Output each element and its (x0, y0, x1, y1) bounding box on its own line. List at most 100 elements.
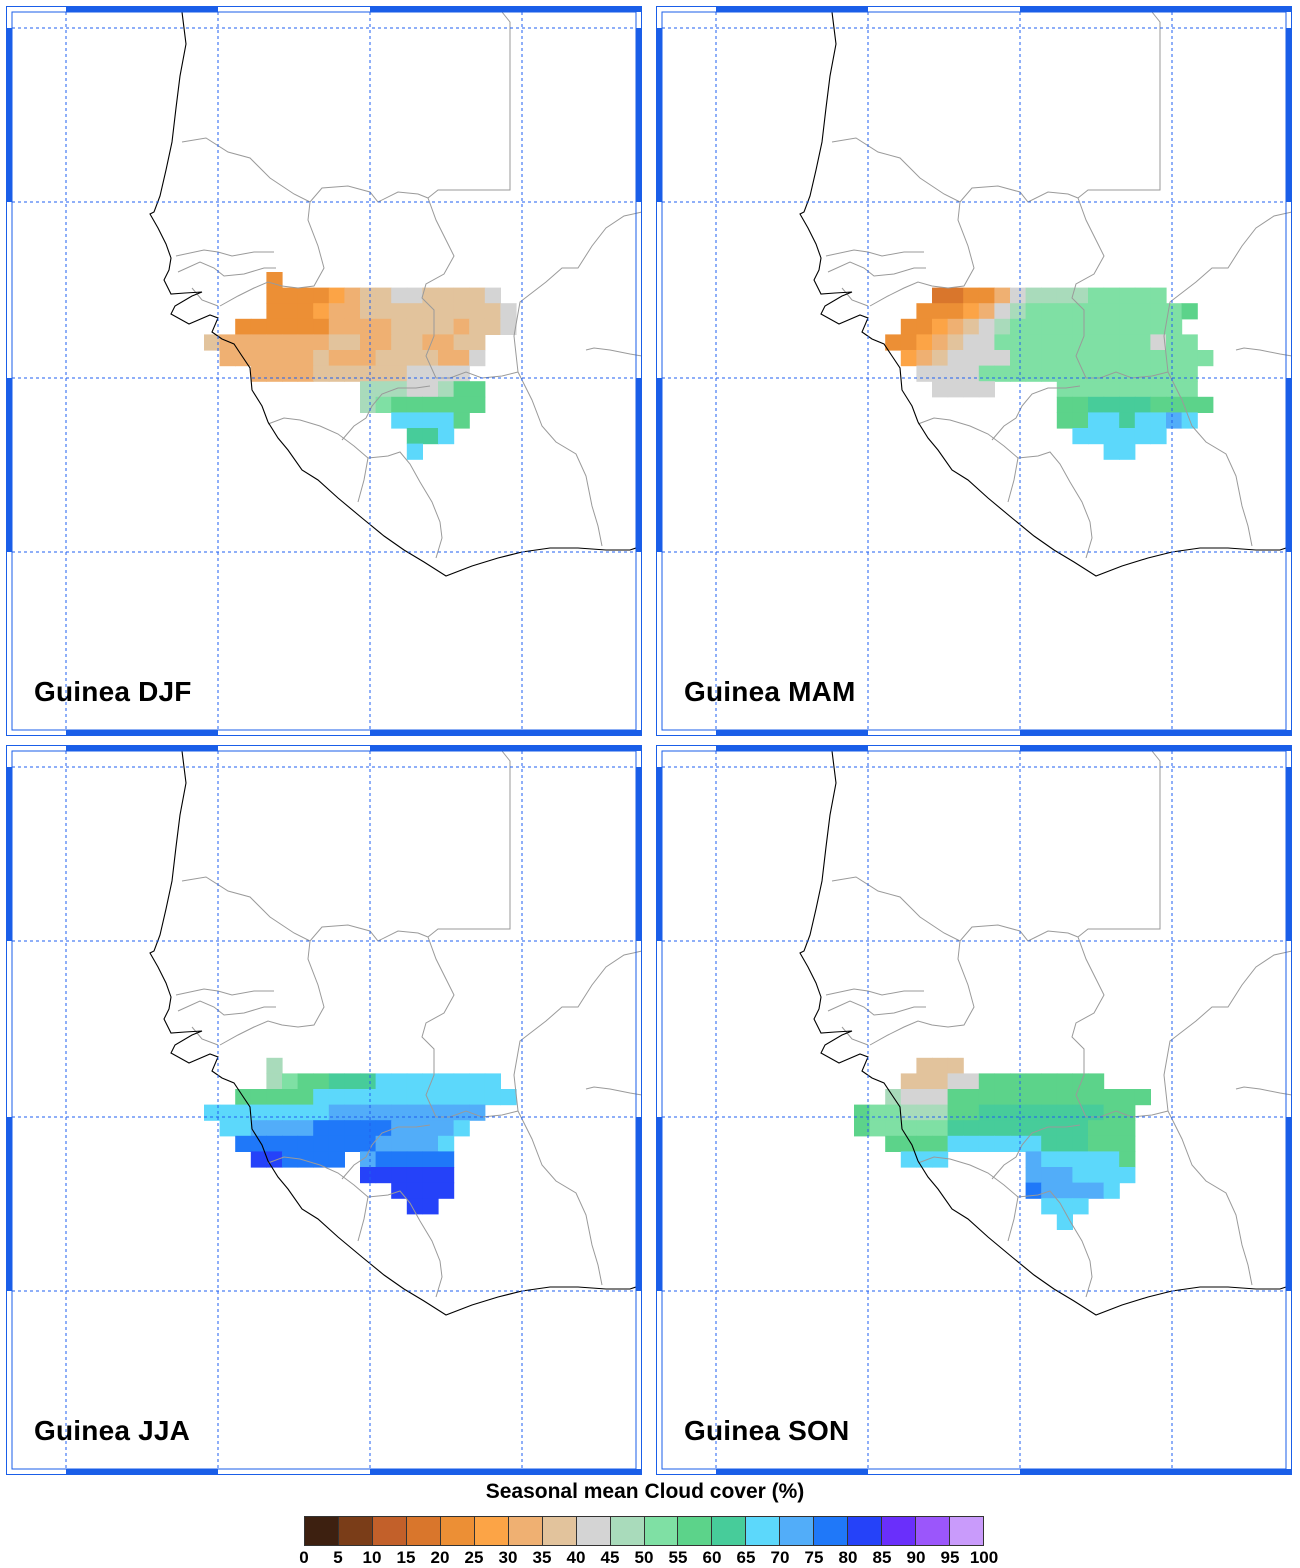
cloud-cover-cell (422, 287, 439, 304)
lat-lon-gridlines (662, 12, 1286, 730)
cloud-cover-cell (266, 1120, 283, 1137)
country-border (367, 451, 443, 559)
cloud-cover-cell (994, 1120, 1011, 1137)
cloud-cover-cell (978, 303, 995, 320)
cloud-cover-cell (391, 365, 408, 382)
cloud-cover-cell (1088, 334, 1105, 351)
colorbar-box (916, 1517, 951, 1545)
cloud-cover-cells (854, 1057, 1151, 1230)
cloud-cover-cell (1119, 318, 1136, 335)
cloud-cover-cell (1103, 1182, 1120, 1199)
cloud-cover-cell (328, 318, 345, 335)
cloud-cover-cell (1010, 303, 1027, 320)
cloud-cover-cell (963, 287, 980, 304)
cloud-cover-cell (406, 334, 423, 351)
country-border (917, 1156, 1019, 1198)
cloud-cover-cell (438, 1104, 455, 1121)
cloud-cover-cell (344, 287, 361, 304)
cloud-cover-cell (250, 1151, 267, 1168)
cloud-cover-cell (1119, 350, 1136, 367)
cloud-cover-cell (1041, 1073, 1058, 1090)
map-canvas-son (656, 745, 1292, 1475)
cloud-cover-cell (266, 365, 283, 382)
cloud-cover-cell (1119, 1167, 1136, 1184)
map-panel-mam: Guinea MAM (656, 6, 1292, 736)
cloud-cover-cell (1088, 1089, 1105, 1106)
cloud-cover-cell (947, 287, 964, 304)
cloud-cover-cell (469, 1089, 486, 1106)
cloud-cover-cell (978, 334, 995, 351)
cloud-cover-cell (916, 334, 933, 351)
cloud-cover-cell (484, 303, 501, 320)
colorbar-tick-label: 0 (299, 1548, 309, 1567)
cloud-cover-cell (422, 318, 439, 335)
cloud-cover-cell (453, 381, 470, 398)
cloud-cover-cell (235, 318, 252, 335)
cloud-cover-cell (900, 1151, 917, 1168)
cloud-cover-cell (344, 318, 361, 335)
colorbar-tick-label: 60 (702, 1548, 722, 1567)
cloud-cover-cell (438, 318, 455, 335)
cloud-cover-cell (947, 1073, 964, 1090)
colorbar-box (712, 1517, 747, 1545)
cloud-cover-cell (1056, 1167, 1073, 1184)
country-border (825, 988, 924, 996)
cloud-cover-cell (1119, 396, 1136, 413)
cloud-cover-cell (500, 303, 517, 320)
cloud-cover-cell (1056, 396, 1073, 413)
cloud-cover-cell (1010, 1135, 1027, 1152)
cloud-cover-cell (1088, 1182, 1105, 1199)
cloud-cover-cell (344, 1073, 361, 1090)
coastline (149, 750, 642, 1316)
colorbar-box (610, 1517, 645, 1545)
cloud-cover-cell (1088, 350, 1105, 367)
cloud-cover-cell (916, 1135, 933, 1152)
cloud-cover-cell (266, 1089, 283, 1106)
cloud-cover-cell (1025, 350, 1042, 367)
cloud-cover-cell (1181, 381, 1198, 398)
cloud-cover-cell (1088, 1151, 1105, 1168)
colorbar-box (338, 1517, 373, 1545)
cloud-cover-cell (869, 1104, 886, 1121)
cloud-cover-cell (1056, 318, 1073, 335)
cloud-cover-cell (453, 334, 470, 351)
cloud-cover-cell (947, 318, 964, 335)
cloud-cover-cell (1041, 1104, 1058, 1121)
cloud-cover-cell (1025, 365, 1042, 382)
cloud-cover-cell (1103, 443, 1120, 460)
cloud-cover-cell (422, 1104, 439, 1121)
cloud-cover-cell (1119, 303, 1136, 320)
cloud-cover-cell (313, 334, 330, 351)
cloud-cover-cell (344, 334, 361, 351)
country-border (827, 1000, 926, 1016)
cloud-cover-cell (932, 1104, 949, 1121)
cloud-cover-cell (947, 334, 964, 351)
cloud-cover-cell (963, 381, 980, 398)
coastline (799, 750, 1292, 1316)
cloud-cover-cell (994, 1073, 1011, 1090)
cloud-cover-cell (947, 365, 964, 382)
cloud-cover-cell (313, 1135, 330, 1152)
cloud-cover-cell (1025, 1135, 1042, 1152)
cloud-cover-cell (1056, 1151, 1073, 1168)
country-border (869, 201, 975, 307)
cloud-cover-cell (453, 396, 470, 413)
cloud-cover-cell (994, 318, 1011, 335)
cloud-cover-cell (947, 1104, 964, 1121)
country-border (267, 1156, 369, 1198)
cloud-cover-cell (328, 1120, 345, 1137)
cloud-cover-cell (360, 1104, 377, 1121)
map-panel-djf: Guinea DJF (6, 6, 642, 736)
country-border (1235, 1086, 1292, 1096)
cloud-cover-cell (1041, 318, 1058, 335)
cloud-cover-cell (1197, 396, 1214, 413)
cloud-cover-cell (328, 287, 345, 304)
cloud-cover-cell (1088, 396, 1105, 413)
cloud-cover-cell (1150, 303, 1167, 320)
panel-title-djf: Guinea DJF (34, 676, 192, 707)
country-border (585, 1086, 642, 1096)
cloud-cover-cell (1134, 303, 1151, 320)
cloud-cover-cell (438, 1182, 455, 1199)
cloud-cover-cell (932, 318, 949, 335)
cloud-cover-cell (1119, 1120, 1136, 1137)
